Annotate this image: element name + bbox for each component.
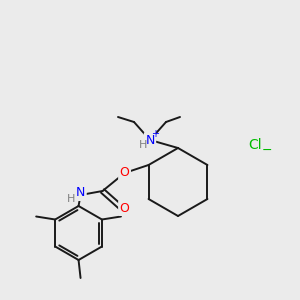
Text: −: − (262, 143, 272, 157)
Text: Cl: Cl (248, 138, 262, 152)
Text: O: O (120, 202, 130, 214)
Text: +: + (152, 129, 160, 139)
Text: N: N (76, 187, 85, 200)
Text: H: H (139, 140, 147, 150)
Text: N: N (145, 134, 155, 146)
Text: O: O (120, 167, 130, 179)
Text: H: H (68, 194, 76, 204)
